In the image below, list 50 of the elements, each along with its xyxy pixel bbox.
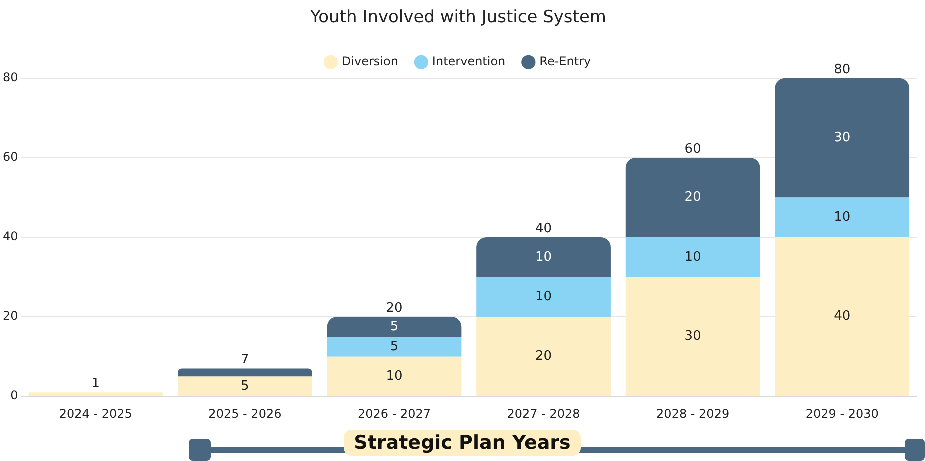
data-label: 10 [386,368,403,384]
data-label: 10 [834,210,851,225]
y-tick-label: 20 [2,309,18,324]
y-tick-label: 0 [10,388,18,403]
data-label: 20 [536,348,552,364]
bar [178,376,312,396]
data-label: 10 [536,250,552,265]
data-label: 40 [834,309,851,324]
data-label: 10 [684,250,702,265]
bar [327,317,462,337]
data-label: 30 [684,329,702,344]
x-axis-title: Strategic Plan Years [344,430,581,456]
x-tick-label: 2029 - 2030 [806,406,879,421]
bar [476,317,611,396]
data-label: 10 [536,290,552,305]
bar [28,392,164,396]
bar [775,198,910,238]
bar [476,238,611,278]
total-label: 40 [536,221,552,236]
y-tick-label: 40 [2,230,18,244]
x-tick-label: 2028 - 2029 [656,406,730,421]
legend-label: Diversion [342,54,398,69]
bar [626,238,760,278]
total-label: 7 [241,352,250,368]
data-label: 5 [241,378,250,394]
bar [775,238,910,396]
x-tick-label: 2026 - 2027 [358,406,432,421]
total-label: 80 [834,62,851,78]
bar [626,277,760,396]
legend-label: Re-Entry [540,54,592,69]
y-tick-label: 80 [2,70,18,85]
data-label: 5 [390,339,399,354]
x-tick-label: 2025 - 2026 [208,406,282,421]
x-tick-label: 2027 - 2028 [507,406,580,421]
y-tick-label: 60 [2,150,18,164]
bar [327,336,462,357]
bar [327,356,462,396]
data-label: 30 [834,130,851,146]
bar [626,158,760,238]
x-tick-label: 2024 - 2025 [59,406,132,421]
total-label: 20 [386,300,403,316]
total-label: 1 [92,376,100,392]
total-label: 60 [684,142,702,157]
bar [476,277,611,318]
legend-label: Intervention [432,54,506,69]
bar [178,368,312,377]
bar [775,78,910,198]
data-label: 5 [390,319,399,334]
chart-title: Youth Involved with Justice System [310,8,606,28]
data-label: 20 [684,190,702,206]
